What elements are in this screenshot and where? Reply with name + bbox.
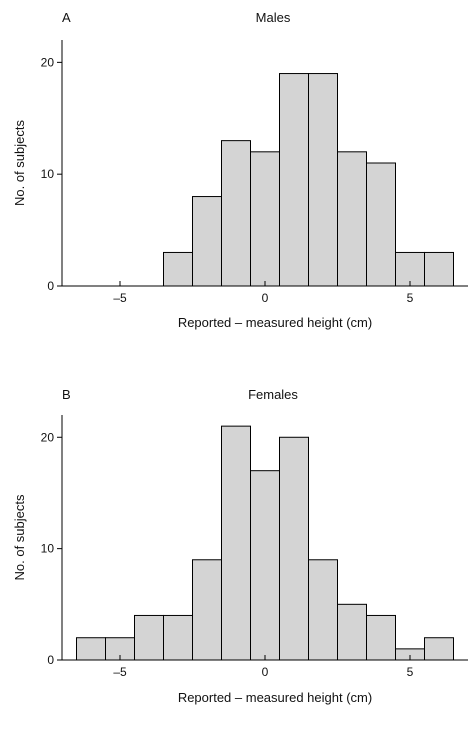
histogram-bar [221,140,251,287]
x-tick-label: 0 [262,665,269,679]
histogram-bar [395,251,425,287]
x-tick-label: 5 [407,665,414,679]
histogram-bar [250,151,280,287]
histogram-bar [308,559,338,661]
y-axis-label: No. of subjects [12,494,27,580]
x-tick-label: 0 [262,291,269,305]
chart-title: Females [248,387,298,402]
x-tick-label: –5 [113,291,127,305]
y-tick-label: 0 [47,279,54,293]
y-tick-label: 10 [41,167,55,181]
histogram-bar [366,614,396,661]
histogram-bar [250,470,280,661]
x-tick-label: –5 [113,665,127,679]
y-tick-label: 10 [41,542,55,556]
histogram-bar [76,637,106,661]
histogram-bar [337,151,367,287]
histogram-bar [134,614,164,661]
y-tick-label: 20 [41,430,55,444]
x-axis-label: Reported – measured height (cm) [178,690,372,705]
y-axis-label: No. of subjects [12,120,27,206]
histogram-bar [337,603,367,661]
histogram-bar [163,614,193,661]
histogram-bar [279,436,309,661]
histogram-bar [192,559,222,661]
histogram-bar [192,196,222,287]
histogram-bar [424,251,454,287]
histogram-bar [163,251,193,287]
panel-label: B [62,387,71,402]
histogram-bar [279,73,309,287]
y-tick-label: 0 [47,653,54,667]
histogram-bar [366,162,396,287]
x-axis-label: Reported – measured height (cm) [178,315,372,330]
histogram-bar [221,425,251,661]
chart-title: Males [256,10,291,25]
histogram-bar [424,637,454,661]
x-tick-label: 5 [407,291,414,305]
panel-label: A [62,10,71,25]
histogram-bar [308,73,338,287]
y-tick-label: 20 [41,55,55,69]
